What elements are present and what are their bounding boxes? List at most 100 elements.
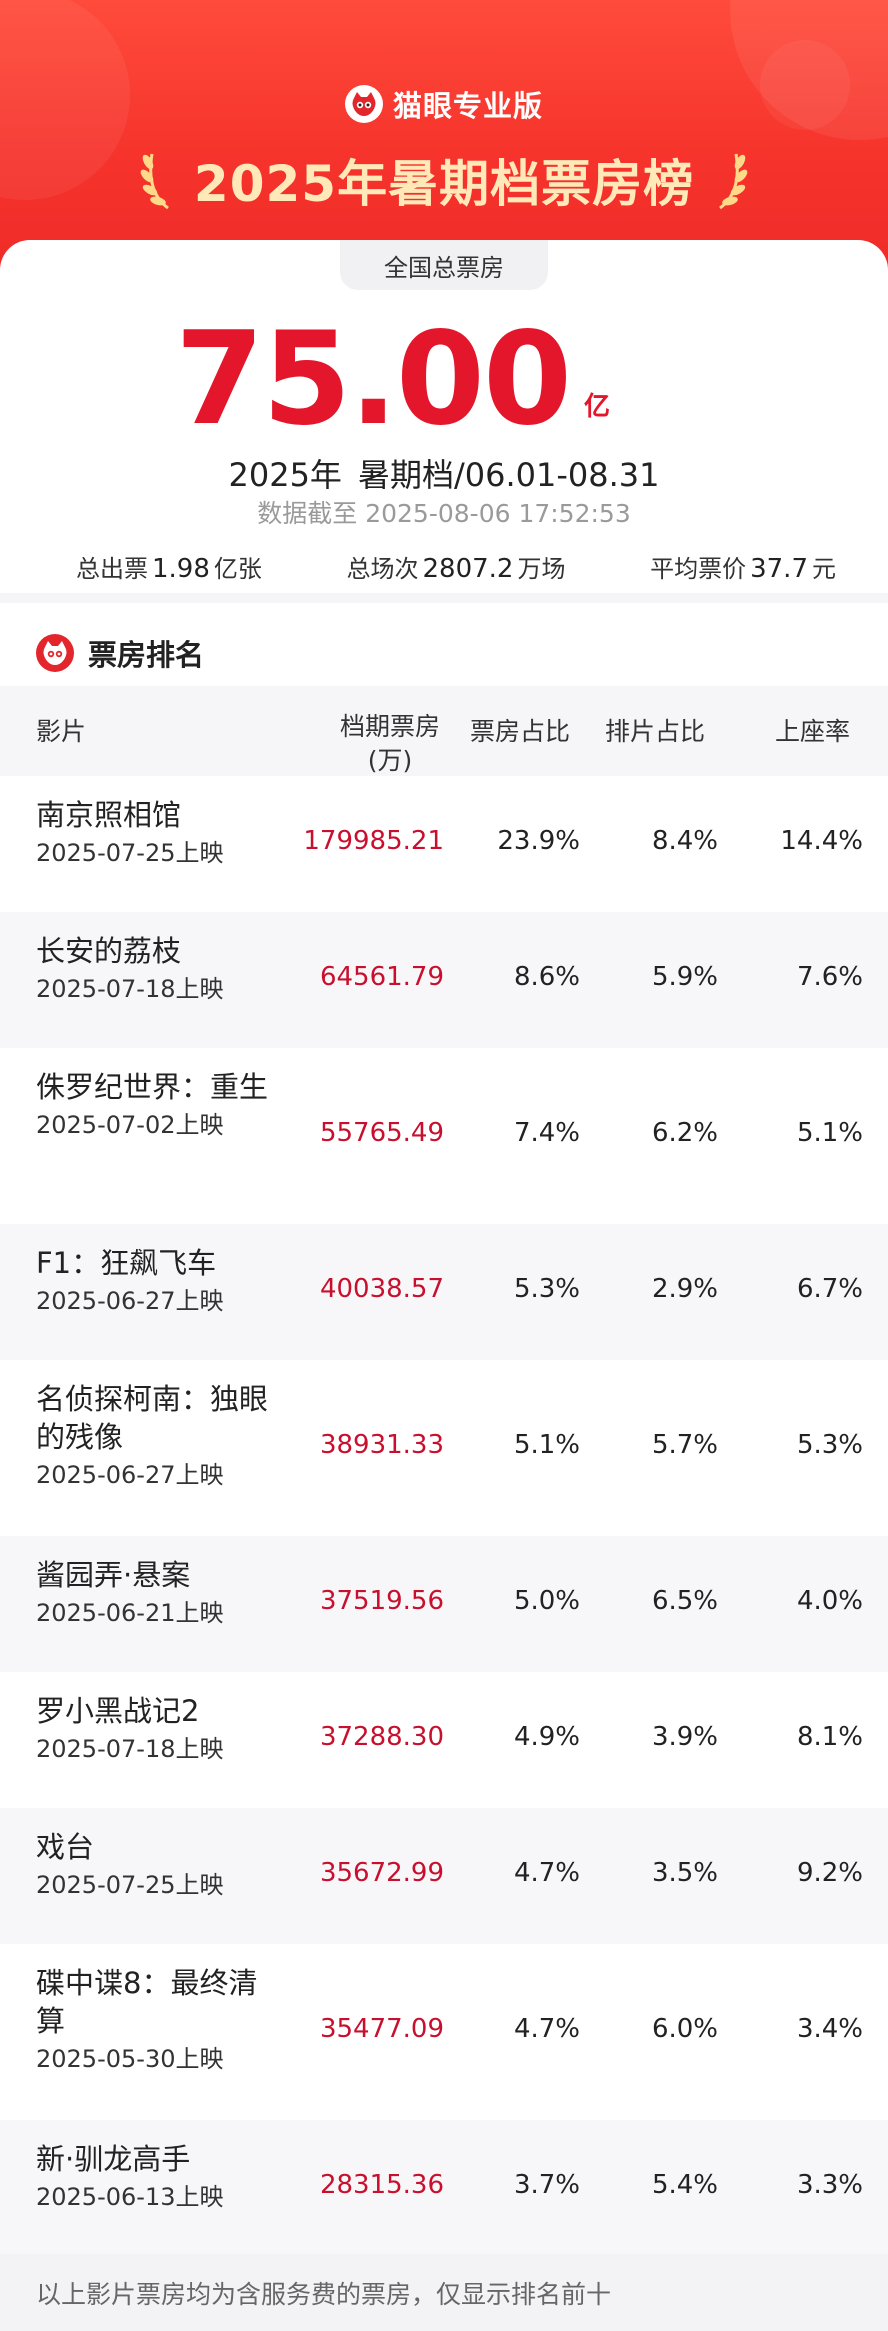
film-info: 侏罗纪世界：重生 2025-07-02上映 [36,1068,276,1142]
schedule-share-value: 3.9% [651,1722,718,1752]
schedule-share-value: 6.5% [651,1586,718,1616]
ranking-title: 票房排名 [88,638,205,672]
occupancy-value: 3.4% [796,2014,863,2044]
updated-time: 数据截至 2025-08-06 17:52:53 [257,499,631,528]
release-date: 2025-07-25上映 [36,839,224,867]
box-share-value: 7.4% [513,1118,580,1148]
release-date: 2025-07-18上映 [36,1735,224,1763]
box-share-value: 8.6% [513,962,580,992]
release-date: 2025-06-27上映 [36,1287,224,1315]
schedule-share-value: 6.2% [651,1118,718,1148]
box-office-value: 37519.56 [319,1586,444,1616]
period-line: 2025年 暑期档/06.01-08.31 [0,450,888,496]
release-date: 2025-07-18上映 [36,975,224,1003]
total-unit: 亿 [584,392,611,422]
schedule-share-value: 2.9% [651,1274,718,1304]
box-share-value: 4.7% [513,1858,580,1888]
table-row[interactable]: F1：狂飙飞车 2025-06-27上映 40038.57 5.3% 2.9% 6.7% [0,1224,888,1360]
occupancy-value: 9.2% [796,1858,863,1888]
table-row[interactable]: 长安的荔枝 2025-07-18上映 64561.79 8.6% 5.9% 7.6% [0,912,888,1048]
film-name: 罗小黑战记2 [36,1694,200,1728]
decor-circle [760,40,850,130]
box-share-value: 4.9% [513,1722,580,1752]
box-office-value: 28315.36 [319,2170,444,2200]
period-year: 2025年 [228,456,342,494]
film-name: 名侦探柯南：独眼的残像 [36,1382,269,1454]
occupancy-value: 5.3% [796,1430,863,1460]
schedule-share-value: 5.4% [651,2170,718,2200]
col-occupancy: 上座率 [775,717,851,746]
footer-note: 以上影片票房均为含服务费的票房，仅显示排名前十 [0,2254,888,2331]
film-info: 南京照相馆 2025-07-25上映 [36,796,276,870]
schedule-share-value: 5.7% [651,1430,718,1460]
table-row[interactable]: 酱园弄·悬案 2025-06-21上映 37519.56 5.0% 6.5% 4.0% [0,1536,888,1672]
box-share-value: 23.9% [497,826,580,856]
release-date: 2025-05-30上映 [36,2045,224,2073]
film-info: 新·驯龙高手 2025-06-13上映 [36,2140,276,2214]
table-row[interactable]: 碟中谍8：最终清算 2025-05-30上映 35477.09 4.7% 6.0% 3.4… [0,1944,888,2120]
box-office-value: 35672.99 [319,1858,444,1888]
cat-eye-logo-icon [344,85,383,123]
box-share-value: 3.7% [513,2170,580,2200]
stats-row: 总出票 1.98 亿张 总场次 2807.2 万场 平均票价 37.7 元 [0,546,888,586]
film-info: 罗小黑战记2 2025-07-18上映 [36,1692,276,1766]
cat-eye-logo-icon [36,634,74,672]
table-row[interactable]: 名侦探柯南：独眼的残像 2025-06-27上映 38931.33 5.1% 5.7% 5… [0,1360,888,1536]
total-value: 75.00 [175,305,572,454]
box-share-value: 5.3% [513,1274,580,1304]
schedule-share-value: 8.4% [651,826,718,856]
schedule-share-value: 3.5% [651,1858,718,1888]
stat-tickets: 总出票 1.98 亿张 [76,553,262,584]
release-date: 2025-06-13上映 [36,2183,224,2211]
occupancy-value: 14.4% [780,826,863,856]
box-office-value: 55765.49 [319,1118,444,1148]
film-info: 酱园弄·悬案 2025-06-21上映 [36,1556,276,1630]
occupancy-value: 4.0% [796,1586,863,1616]
total-box-office: 75.00 [0,310,888,450]
box-office-value: 38931.33 [319,1430,444,1460]
table-row[interactable]: 戏台 2025-07-25上映 35672.99 4.7% 3.5% 9.2% [0,1808,888,1944]
box-share-value: 5.1% [513,1430,580,1460]
box-office-value: 40038.57 [319,1274,444,1304]
page-title: 2025年暑期档票房榜 [193,155,695,213]
table-header: 影片 档期票房(万) 票房占比 排片占比 上座率 [0,686,888,776]
film-info: 戏台 2025-07-25上映 [36,1828,276,1902]
film-name: 侏罗纪世界：重生 [36,1070,269,1104]
release-date: 2025-06-21上映 [36,1599,224,1627]
brand-bar: 猫眼专业版 [0,82,888,126]
table-row[interactable]: 侏罗纪世界：重生 2025-07-02上映 55765.49 7.4% 6.2% 5.1% [0,1048,888,1224]
film-info: F1：狂飙飞车 2025-06-27上映 [36,1244,276,1318]
box-office-value: 64561.79 [319,962,444,992]
film-info: 碟中谍8：最终清算 2025-05-30上映 [36,1964,276,2076]
occupancy-value: 3.3% [796,2170,863,2200]
period-range: 暑期档/06.01-08.31 [357,456,660,494]
box-office-value: 179985.21 [303,826,444,856]
occupancy-value: 7.6% [796,962,863,992]
title-row: 2025年暑期档票房榜 [0,140,888,220]
release-date: 2025-06-27上映 [36,1461,224,1489]
film-name: 碟中谍8：最终清算 [36,1966,258,2038]
col-box-share: 票房占比 [470,717,571,746]
box-office-value: 37288.30 [319,1722,444,1752]
col-box-office: 档期票房(万) [339,712,440,775]
film-name: F1：狂飙飞车 [36,1246,217,1280]
schedule-share-value: 6.0% [651,2014,718,2044]
film-name: 酱园弄·悬案 [36,1558,191,1592]
box-share-value: 5.0% [513,1586,580,1616]
release-date: 2025-07-02上映 [36,1111,224,1139]
box-office-value: 35477.09 [319,2014,444,2044]
col-schedule-share: 排片占比 [605,717,706,746]
film-info: 名侦探柯南：独眼的残像 2025-06-27上映 [36,1380,276,1492]
ranking-header: 票房排名 [36,630,204,676]
laurel-left-icon [140,153,169,210]
table-row[interactable]: 南京照相馆 2025-07-25上映 179985.21 23.9% 8.4% 14.4% [0,776,888,912]
table-row[interactable]: 新·驯龙高手 2025-06-13上映 28315.36 3.7% 5.4% 3.3% [0,2120,888,2256]
film-name: 新·驯龙高手 [36,2142,191,2176]
box-share-value: 4.7% [513,2014,580,2044]
col-film: 影片 [36,717,87,746]
laurel-right-icon [719,153,748,210]
occupancy-value: 6.7% [796,1274,863,1304]
brand-name: 猫眼专业版 [392,89,543,123]
film-name: 戏台 [36,1830,95,1864]
table-row[interactable]: 罗小黑战记2 2025-07-18上映 37288.30 4.9% 3.9% 8.1% [0,1672,888,1808]
